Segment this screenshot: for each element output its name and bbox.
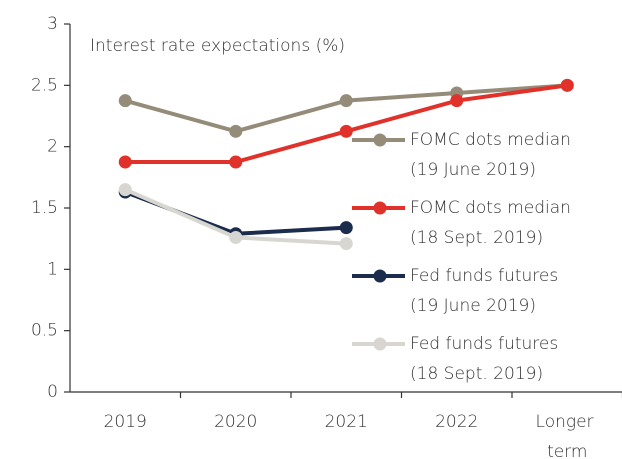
point: [450, 94, 464, 108]
legend-label: Fed funds futures (19 June 2019): [410, 266, 564, 316]
point: [339, 94, 353, 108]
point: [118, 155, 132, 169]
point: [118, 94, 132, 108]
y-tick-label: 2.5: [31, 75, 58, 95]
legend-label: Fed funds futures (18 Sept. 2019): [410, 334, 564, 384]
x-tick-label: 2020: [214, 412, 257, 432]
x-tick-label: 2021: [325, 412, 368, 432]
legend-label: FOMC dots median (19 June 2019): [410, 130, 576, 180]
point: [339, 124, 353, 138]
series-line: [124, 83, 568, 134]
legend-marker: [373, 133, 387, 147]
x-tick-label: Longer term: [536, 412, 599, 459]
legend-marker: [373, 337, 387, 351]
point: [339, 237, 353, 251]
point: [118, 183, 132, 197]
x-tick-label: 2019: [104, 412, 147, 432]
point: [560, 78, 574, 92]
legend-marker: [373, 201, 387, 215]
y-tick-label: 2: [47, 137, 58, 157]
point: [229, 124, 243, 138]
point: [229, 230, 243, 244]
legend-marker: [373, 269, 387, 283]
y-tick-label: 1.5: [31, 198, 58, 218]
y-tick-label: 3: [47, 14, 58, 34]
point: [229, 155, 243, 169]
chart-title: Interest rate expectations (%): [90, 36, 345, 56]
y-tick-label: 0.5: [31, 321, 58, 341]
x-tick-label: 2022: [435, 412, 478, 432]
legend-label: FOMC dots median (18 Sept. 2019): [410, 198, 576, 248]
y-tick-label: 1: [47, 259, 58, 279]
point: [339, 221, 353, 235]
y-tick-label: 0: [47, 382, 58, 402]
